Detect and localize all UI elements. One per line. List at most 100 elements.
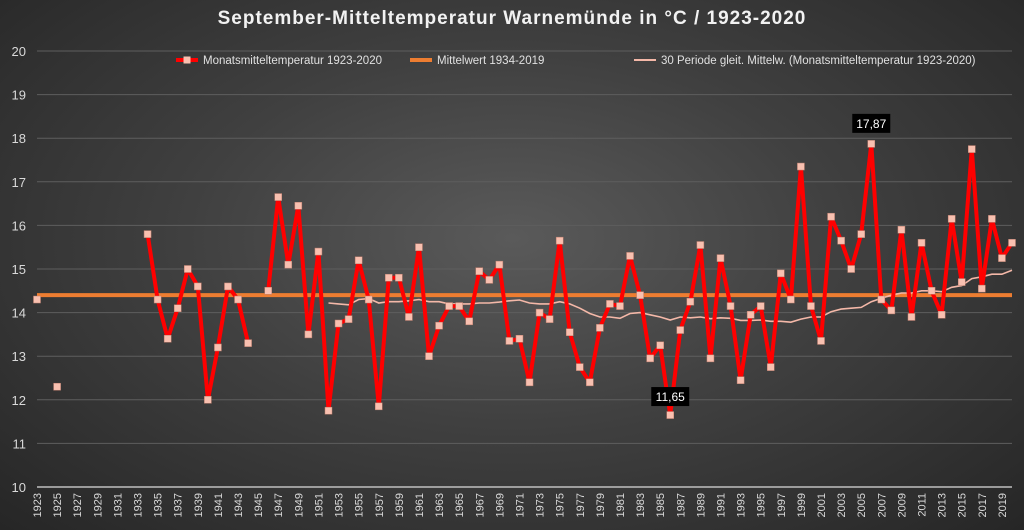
data-point-1960 (405, 313, 413, 321)
data-point-1936 (163, 335, 172, 343)
data-point-1975 (555, 236, 564, 245)
data-point-1963 (435, 321, 443, 330)
x-tick-label: 1983 (635, 493, 647, 517)
legend-label-monthly: Monatsmitteltemperatur 1923-2020 (203, 55, 382, 67)
x-tick-label: 1949 (293, 493, 305, 517)
x-tick-label: 1933 (133, 493, 145, 517)
x-tick-label: 1963 (434, 493, 446, 517)
data-point-2007 (877, 295, 886, 304)
data-point-1982 (626, 252, 634, 260)
data-point-1979 (596, 324, 604, 332)
data-point-1974 (545, 315, 554, 323)
x-tick-label: 2011 (917, 493, 929, 517)
y-tick-label: 15 (12, 262, 26, 277)
data-point-1943 (234, 295, 242, 304)
legend-marker-monthly (183, 56, 191, 64)
x-tick-label: 2017 (977, 493, 989, 517)
data-point-1925 (53, 382, 61, 391)
data-point-1978 (586, 378, 594, 387)
data-point-2000 (807, 302, 815, 310)
data-point-1935 (153, 295, 162, 304)
x-tick-label: 1969 (494, 493, 506, 517)
data-point-1968 (485, 276, 494, 284)
x-tick-label: 1941 (213, 493, 225, 517)
data-point-2011 (917, 239, 926, 247)
data-point-1985 (656, 341, 664, 350)
data-point-1980 (606, 300, 614, 308)
data-point-1966 (465, 317, 473, 326)
data-point-1964 (445, 302, 453, 310)
data-point-1977 (576, 363, 584, 371)
x-tick-label: 2007 (876, 493, 888, 517)
data-point-1942 (224, 282, 232, 291)
data-point-2016 (968, 145, 976, 153)
data-point-1962 (425, 352, 433, 360)
data-point-1959 (395, 273, 403, 282)
data-point-2015 (957, 278, 966, 286)
data-point-1946 (264, 287, 272, 295)
data-point-1986 (666, 411, 674, 419)
data-point-2014 (947, 215, 956, 223)
data-point-1991 (716, 254, 725, 262)
x-tick-label: 1935 (153, 493, 165, 517)
x-tick-label: 1959 (394, 493, 406, 517)
x-tick-label: 1937 (173, 493, 185, 517)
data-point-1958 (385, 273, 393, 282)
data-point-2008 (887, 306, 896, 315)
x-tick-label: 1925 (52, 493, 64, 517)
data-point-1990 (706, 354, 715, 363)
data-point-1937 (173, 304, 182, 312)
data-point-1967 (475, 267, 484, 275)
data-point-1956 (364, 295, 373, 304)
data-point-1969 (495, 260, 504, 269)
data-point-2003 (837, 236, 845, 245)
x-tick-label: 1991 (716, 493, 728, 517)
data-point-2002 (827, 212, 835, 221)
data-point-1988 (686, 297, 695, 306)
data-point-1941 (214, 343, 222, 352)
x-tick-label: 1989 (695, 493, 707, 517)
y-tick-label: 18 (12, 131, 26, 146)
y-tick-label: 11 (13, 436, 27, 451)
x-tick-label: 2005 (856, 493, 868, 517)
x-tick-label: 1965 (454, 493, 466, 517)
x-tick-label: 1943 (233, 493, 245, 517)
data-point-1955 (354, 256, 363, 265)
data-point-1951 (314, 247, 323, 256)
data-point-1944 (244, 339, 252, 347)
moving-average-line (328, 269, 1013, 324)
data-point-1940 (204, 396, 212, 404)
x-tick-label: 1971 (514, 493, 526, 517)
x-tick-label: 2019 (997, 493, 1009, 517)
x-tick-label: 1993 (736, 493, 748, 517)
data-point-1981 (616, 302, 624, 310)
x-tick-label: 2009 (896, 493, 908, 517)
data-point-2017 (978, 284, 986, 293)
data-point-2001 (817, 337, 825, 345)
data-point-1976 (565, 328, 574, 336)
x-tick-label: 1957 (374, 493, 386, 517)
x-tick-label: 1977 (575, 493, 587, 517)
data-label-box (651, 387, 690, 407)
data-point-1987 (676, 326, 685, 334)
data-point-1994 (746, 311, 755, 319)
y-tick-label: 13 (12, 349, 26, 364)
y-tick-label: 20 (12, 44, 26, 59)
data-point-2010 (907, 313, 916, 321)
x-tick-label: 1973 (535, 493, 547, 517)
y-tick-label: 19 (12, 88, 26, 103)
data-point-1972 (525, 378, 534, 387)
x-tick-label: 1931 (112, 493, 124, 517)
x-tick-label: 1947 (273, 493, 285, 517)
x-tick-label: 1923 (32, 493, 44, 517)
y-tick-label: 14 (12, 306, 26, 321)
data-point-1938 (184, 265, 192, 273)
data-point-1953 (334, 319, 343, 328)
x-tick-label: 1939 (193, 493, 205, 517)
x-tick-label: 1987 (675, 493, 687, 517)
legend: Monatsmitteltemperatur 1923-2020 Mittelwe… (176, 55, 976, 67)
x-tick-label: 2001 (816, 493, 828, 517)
x-tick-label: 1945 (253, 493, 265, 517)
monthly-temperature-line (266, 141, 1014, 418)
